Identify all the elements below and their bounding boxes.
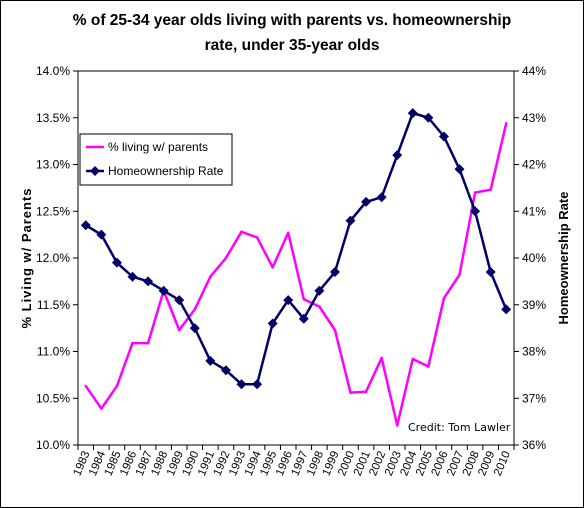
data-point-parents (380, 356, 383, 360)
plot-area (77, 70, 515, 446)
data-point-parents (442, 296, 446, 300)
data-point-homeownership (298, 313, 309, 324)
left-axis-tick-label: 11.5% (37, 298, 70, 312)
left-axis-tick-label: 12.0% (36, 251, 70, 265)
right-axis-tick-label: 40% (522, 251, 546, 265)
right-axis-tick-label: 36% (522, 438, 546, 452)
data-point-homeownership (283, 295, 294, 306)
data-point-homeownership (189, 323, 200, 334)
data-point-homeownership (158, 285, 169, 296)
data-point-parents (333, 328, 337, 332)
data-point-homeownership (220, 365, 231, 376)
left-axis-tick-label: 10.0% (36, 438, 70, 452)
data-point-parents (177, 328, 181, 332)
right-axis-tick-label: 41% (522, 204, 546, 218)
data-point-homeownership (423, 112, 434, 123)
left-axis-title: % Living w/ Parents (19, 187, 34, 328)
data-point-parents (364, 390, 368, 394)
chart-title-line-1: % of 25-34 year olds living with parents… (72, 12, 512, 29)
data-point-homeownership (143, 276, 154, 287)
data-point-parents (255, 236, 259, 239)
series-line-parents (84, 123, 508, 427)
data-point-homeownership (470, 206, 481, 217)
data-point-homeownership (205, 355, 216, 366)
data-point-parents (131, 341, 134, 345)
data-point-homeownership (485, 267, 496, 278)
data-point-homeownership (314, 285, 325, 296)
data-point-parents (115, 384, 119, 388)
data-point-homeownership (174, 295, 185, 306)
legend-label-parents: % living w/ parents (108, 140, 208, 154)
data-point-parents (489, 188, 492, 192)
data-point-parents (427, 365, 430, 368)
data-point-parents (193, 308, 197, 311)
chart-title: % of 25-34 year olds living with parents… (0, 8, 584, 58)
right-axis-title: Homeownership Rate (556, 192, 571, 325)
right-axis-tick-label: 43% (522, 111, 546, 125)
data-point-homeownership (329, 267, 340, 278)
data-point-homeownership (438, 131, 449, 142)
data-point-homeownership (376, 192, 387, 203)
data-point-homeownership (501, 304, 512, 315)
data-point-homeownership (96, 229, 107, 240)
left-axis-tick-label: 10.5% (36, 391, 70, 405)
data-point-parents (458, 273, 461, 277)
data-point-parents (209, 275, 212, 279)
data-point-parents (395, 424, 399, 427)
data-point-parents (286, 231, 290, 235)
left-axis-tick-label: 13.0% (36, 158, 70, 172)
right-axis-tick-label: 39% (522, 298, 546, 312)
data-point-parents (411, 357, 415, 361)
data-point-parents (318, 305, 321, 308)
data-point-homeownership (361, 196, 372, 207)
left-axis-tick-label: 14.0% (36, 64, 70, 78)
data-point-homeownership (80, 220, 91, 231)
data-point-homeownership (267, 318, 278, 329)
data-point-parents (224, 256, 228, 260)
data-point-homeownership (127, 271, 138, 282)
legend-marker-homeownership (90, 166, 100, 176)
right-axis-tick-label: 44% (522, 64, 546, 78)
legend-label-homeownership: Homeownership Rate (108, 164, 224, 178)
right-axis-tick-label: 37% (522, 391, 546, 405)
data-point-homeownership (454, 164, 465, 175)
data-point-parents (100, 407, 103, 410)
data-point-parents (84, 384, 88, 388)
data-point-homeownership (345, 215, 356, 226)
data-point-parents (271, 266, 274, 269)
left-axis-tick-label: 12.5% (36, 204, 70, 218)
data-point-homeownership (252, 379, 263, 390)
data-point-parents (504, 122, 508, 125)
data-point-homeownership (407, 108, 418, 119)
chart-title-line-2: rate, under 35-year olds (204, 37, 380, 54)
data-point-parents (146, 341, 150, 345)
left-axis-tick-label: 11.0% (37, 345, 70, 359)
right-axis-tick-label: 42% (522, 158, 546, 172)
legend-box (79, 133, 233, 186)
data-point-homeownership (111, 257, 122, 268)
credit-text: Credit: Tom Lawler (408, 421, 511, 434)
data-point-homeownership (392, 150, 403, 161)
left-axis-tick-label: 13.5% (36, 111, 70, 125)
right-axis-tick-label: 38% (522, 345, 546, 359)
data-point-homeownership (236, 379, 247, 390)
data-point-parents (240, 230, 243, 234)
data-point-parents (349, 391, 352, 394)
data-point-parents (473, 191, 477, 194)
data-point-parents (302, 297, 306, 301)
series-line-homeownership (85, 111, 508, 386)
